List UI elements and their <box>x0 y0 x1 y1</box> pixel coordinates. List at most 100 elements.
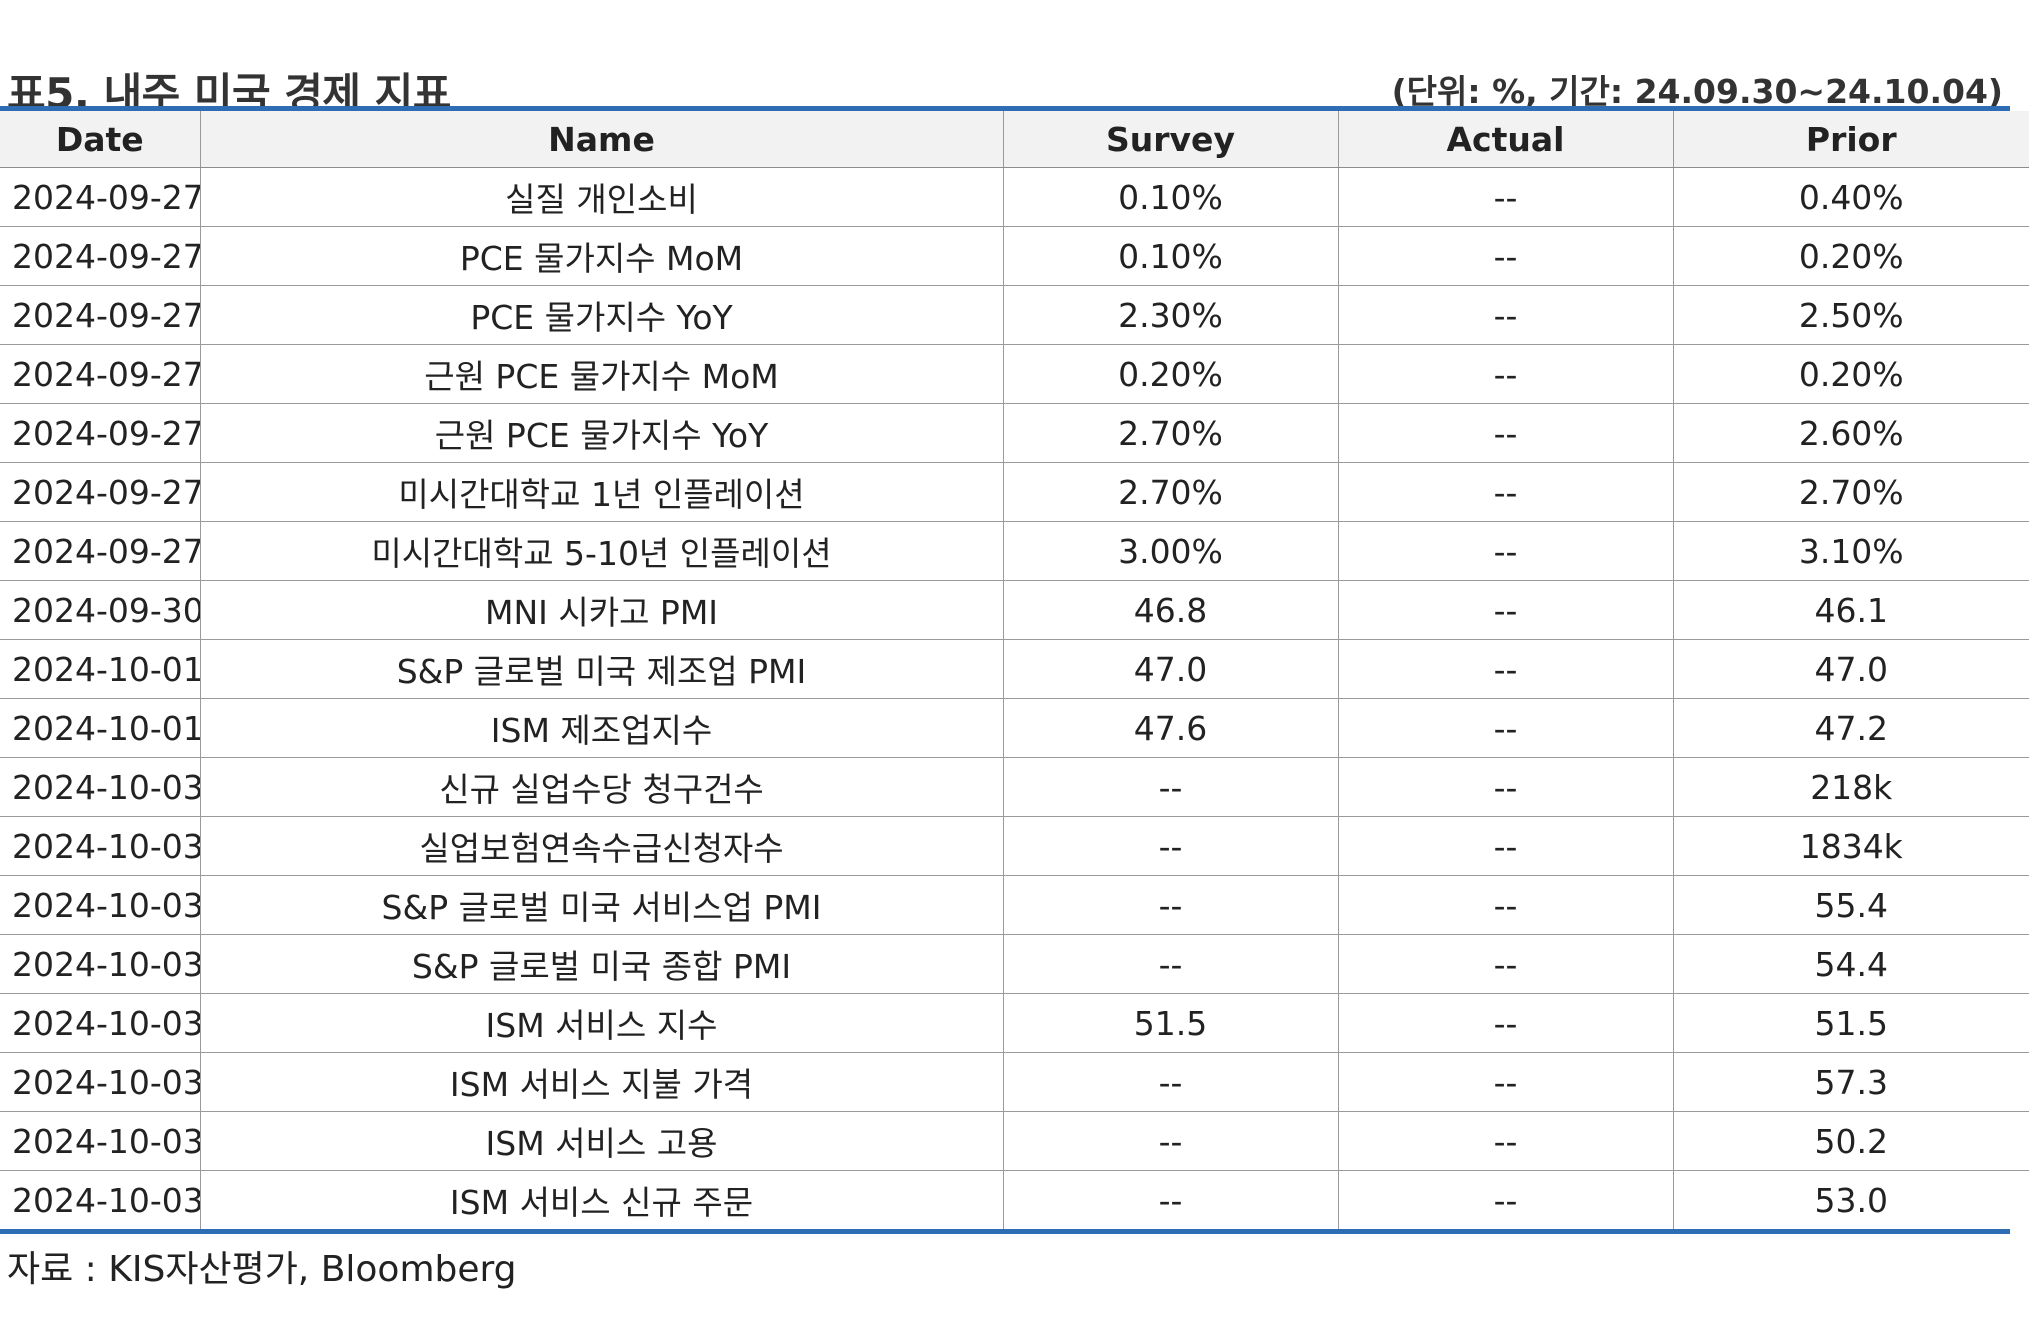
cell-date: 2024-10-03 <box>0 993 200 1053</box>
cell-actual: -- <box>1337 934 1673 994</box>
cell-actual: -- <box>1337 757 1673 817</box>
cell-name: 신규 실업수당 청구건수 <box>199 757 1003 817</box>
cell-actual: -- <box>1337 403 1673 463</box>
cell-survey: -- <box>1002 816 1338 876</box>
cell-survey: -- <box>1002 875 1338 935</box>
cell-date: 2024-09-27 <box>0 285 200 345</box>
cell-survey: 0.10% <box>1002 226 1338 286</box>
table-row: 2024-09-30 MNI 시카고 PMI 46.8 -- 46.1 <box>0 580 2029 640</box>
column-header-date: Date <box>0 111 200 168</box>
table-row: 2024-10-03 ISM 서비스 지수 51.5 -- 51.5 <box>0 993 2029 1053</box>
cell-name: 미시간대학교 5-10년 인플레이션 <box>199 521 1003 581</box>
cell-date: 2024-10-03 <box>0 1111 200 1171</box>
cell-survey: 47.0 <box>1002 639 1338 699</box>
cell-date: 2024-09-27 <box>0 521 200 581</box>
cell-date: 2024-10-03 <box>12 1180 200 1220</box>
cell-survey: 2.30% <box>1002 285 1338 345</box>
cell-survey: 0.10% <box>1002 167 1338 227</box>
cell-prior: 46.1 <box>1672 580 2029 640</box>
cell-survey: 2.70% <box>1002 403 1338 463</box>
table-row: 2024-10-03 실업보험연속수급신청자수 -- -- 1834k <box>0 816 2029 876</box>
table-row: 2024-10-01 S&P 글로벌 미국 제조업 PMI 47.0 -- 47.0 <box>0 639 2029 699</box>
cell-name: ISM 서비스 지수 <box>199 993 1003 1053</box>
cell-prior: 1834k <box>1672 816 2029 876</box>
column-header-name: Name <box>199 111 1003 168</box>
cell-actual: -- <box>1337 285 1673 345</box>
cell-prior: 47.0 <box>1672 639 2029 699</box>
cell-survey: -- <box>1002 934 1338 994</box>
table-row: 2024-10-01 ISM 제조업지수 47.6 -- 47.2 <box>0 698 2029 758</box>
cell-actual: -- <box>1337 1052 1673 1112</box>
cell-actual: -- <box>1337 698 1673 758</box>
cell-name: ISM 서비스 고용 <box>199 1111 1003 1171</box>
cell-name: S&P 글로벌 미국 서비스업 PMI <box>199 875 1003 935</box>
cell-date: 2024-10-03 <box>0 934 200 994</box>
cell-prior: 57.3 <box>1672 1052 2029 1112</box>
cell-name: MNI 시카고 PMI <box>199 580 1003 640</box>
cell-name: 실업보험연속수급신청자수 <box>199 816 1003 876</box>
cell-date: 2024-09-27 <box>0 226 200 286</box>
cell-name: S&P 글로벌 미국 종합 PMI <box>199 934 1003 994</box>
cell-name: 실질 개인소비 <box>199 167 1003 227</box>
cell-actual: -- <box>1337 580 1673 640</box>
cell-survey: -- <box>1002 1170 1338 1229</box>
table-header-row: Date Name Survey Actual Prior <box>0 111 2029 168</box>
cell-prior: 54.4 <box>1672 934 2029 994</box>
cell-date: 2024-09-30 <box>0 580 200 640</box>
table-row: 2024-09-27 미시간대학교 1년 인플레이션 2.70% -- 2.70% <box>0 462 2029 522</box>
table-row: 2024-09-27 근원 PCE 물가지수 YoY 2.70% -- 2.60% <box>0 403 2029 463</box>
cell-date: 2024-10-03 <box>0 1052 200 1112</box>
cell-name: ISM 서비스 신규 주문 <box>199 1170 1003 1229</box>
table-row: 2024-10-03 ISM 서비스 고용 -- -- 50.2 <box>0 1111 2029 1171</box>
cell-name: PCE 물가지수 YoY <box>199 285 1003 345</box>
column-header-survey: Survey <box>1002 111 1338 168</box>
cell-survey: -- <box>1002 1111 1338 1171</box>
cell-actual: -- <box>1337 167 1673 227</box>
cell-name: PCE 물가지수 MoM <box>199 226 1003 286</box>
cell-survey: 3.00% <box>1002 521 1338 581</box>
top-rule <box>0 106 2010 111</box>
cell-actual: -- <box>1337 875 1673 935</box>
table-row: 2024-10-03 S&P 글로벌 미국 종합 PMI -- -- 54.4 <box>0 934 2029 994</box>
table-row: 2024-09-27 PCE 물가지수 MoM 0.10% -- 0.20% <box>0 226 2029 286</box>
cell-prior: 218k <box>1672 757 2029 817</box>
cell-prior: 51.5 <box>1672 993 2029 1053</box>
cell-name: ISM 제조업지수 <box>199 698 1003 758</box>
table-row: 2024-09-27 실질 개인소비 0.10% -- 0.40% <box>0 167 2029 227</box>
cell-survey: 2.70% <box>1002 462 1338 522</box>
cell-prior: 53.0 <box>1672 1170 2029 1229</box>
table-row: 2024-10-03 S&P 글로벌 미국 서비스업 PMI -- -- 55.4 <box>0 875 2029 935</box>
column-header-prior: Prior <box>1672 111 2029 168</box>
source-note: 자료 : KIS자산평가, Bloomberg <box>7 1249 517 1290</box>
cell-date: 2024-10-01 <box>0 698 200 758</box>
cell-prior: 2.70% <box>1672 462 2029 522</box>
cell-actual: -- <box>1337 639 1673 699</box>
unit-period-note: (단위: %, 기간: 24.09.30~24.10.04) <box>1391 72 2003 111</box>
cell-actual: -- <box>1337 521 1673 581</box>
cell-name: S&P 글로벌 미국 제조업 PMI <box>199 639 1003 699</box>
cell-prior: 3.10% <box>1672 521 2029 581</box>
cell-date: 2024-10-03 <box>0 757 200 817</box>
cell-date: 2024-10-03 <box>0 816 200 876</box>
cell-survey: -- <box>1002 1052 1338 1112</box>
cell-prior: 0.20% <box>1672 226 2029 286</box>
cell-actual: -- <box>1337 1111 1673 1171</box>
cell-actual: -- <box>1337 462 1673 522</box>
cell-survey: 46.8 <box>1002 580 1338 640</box>
cell-survey: 51.5 <box>1002 993 1338 1053</box>
cell-actual: -- <box>1337 226 1673 286</box>
table-body: 2024-09-27 실질 개인소비 0.10% -- 0.40% 2024-09-27 P… <box>0 167 2029 1229</box>
table-row: 2024-10-03 ISM 서비스 지불 가격 -- -- 57.3 <box>0 1052 2029 1112</box>
table-row: 2024-10-03 ISM 서비스 신규 주문 -- -- 53.0 <box>0 1170 2029 1229</box>
cell-actual: -- <box>1337 993 1673 1053</box>
cell-prior: 0.20% <box>1672 344 2029 404</box>
cell-name: 미시간대학교 1년 인플레이션 <box>199 462 1003 522</box>
cell-prior: 47.2 <box>1672 698 2029 758</box>
table-row: 2024-10-03 신규 실업수당 청구건수 -- -- 218k <box>0 757 2029 817</box>
cell-actual: -- <box>1337 1170 1673 1229</box>
cell-date: 2024-10-03 <box>0 875 200 935</box>
cell-prior: 2.60% <box>1672 403 2029 463</box>
cell-actual: -- <box>1337 816 1673 876</box>
cell-actual: -- <box>1337 344 1673 404</box>
table-row: 2024-09-27 근원 PCE 물가지수 MoM 0.20% -- 0.20% <box>0 344 2029 404</box>
